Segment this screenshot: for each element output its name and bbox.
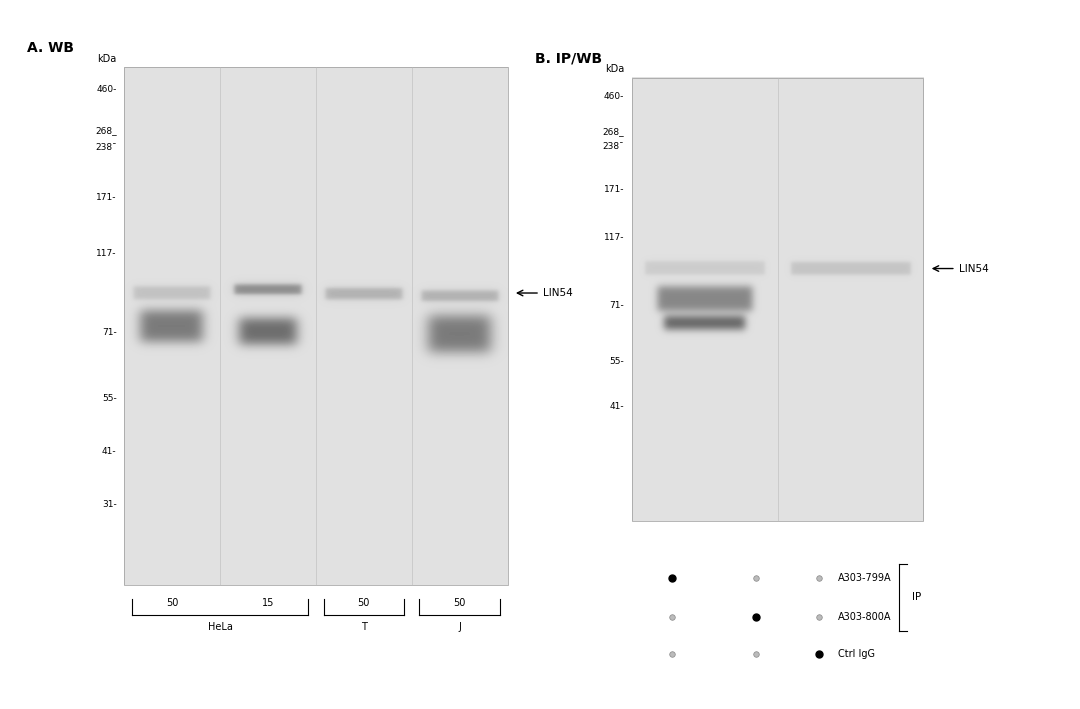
Text: 171-: 171- bbox=[96, 194, 117, 202]
Text: 55-: 55- bbox=[102, 394, 117, 403]
Text: 55-: 55- bbox=[609, 357, 624, 366]
Text: Ctrl IgG: Ctrl IgG bbox=[838, 649, 875, 659]
Text: 50: 50 bbox=[166, 598, 178, 608]
Text: 171-: 171- bbox=[604, 185, 624, 194]
Text: 238¯: 238¯ bbox=[603, 143, 624, 151]
Text: kDa: kDa bbox=[97, 54, 117, 64]
Text: 41-: 41- bbox=[609, 402, 624, 411]
Text: LIN54: LIN54 bbox=[543, 288, 573, 298]
Text: 41-: 41- bbox=[102, 447, 117, 456]
Text: 50: 50 bbox=[357, 598, 370, 608]
Text: B. IP/WB: B. IP/WB bbox=[535, 51, 602, 65]
Text: 460-: 460- bbox=[604, 92, 624, 101]
Bar bbox=[632, 78, 923, 521]
Text: A. WB: A. WB bbox=[27, 40, 75, 55]
Text: LIN54: LIN54 bbox=[959, 264, 989, 274]
Text: IP: IP bbox=[912, 592, 921, 603]
Text: J: J bbox=[458, 622, 461, 632]
Text: 268_: 268_ bbox=[95, 126, 117, 135]
Text: A303-799A: A303-799A bbox=[838, 573, 892, 583]
Text: 71-: 71- bbox=[609, 301, 624, 310]
Text: A303-800A: A303-800A bbox=[838, 612, 892, 622]
Text: 15: 15 bbox=[261, 598, 274, 608]
Text: 460-: 460- bbox=[96, 84, 117, 94]
Text: kDa: kDa bbox=[605, 65, 624, 74]
Text: 268_: 268_ bbox=[603, 128, 624, 137]
Bar bbox=[124, 67, 508, 585]
Text: 31-: 31- bbox=[102, 501, 117, 509]
Text: HeLa: HeLa bbox=[207, 622, 232, 632]
Text: 238¯: 238¯ bbox=[95, 143, 117, 152]
Text: 117-: 117- bbox=[604, 233, 624, 242]
Text: 117-: 117- bbox=[96, 249, 117, 258]
Text: T: T bbox=[361, 622, 367, 632]
Text: 50: 50 bbox=[454, 598, 465, 608]
Text: 71-: 71- bbox=[102, 328, 117, 337]
